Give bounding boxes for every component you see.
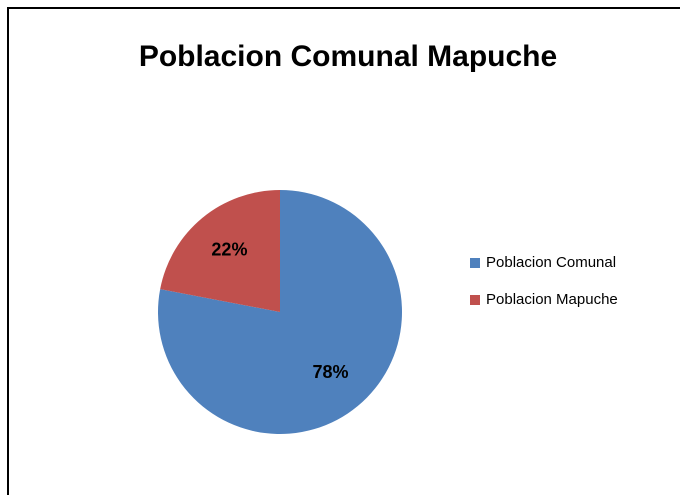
data-label: 22%	[211, 240, 247, 260]
pie-slice	[157, 190, 402, 434]
pie-slice	[160, 190, 280, 312]
legend-swatch	[470, 258, 480, 268]
legend-swatch	[470, 295, 480, 305]
legend-label: Poblacion Mapuche	[486, 291, 618, 308]
chart-title: Poblacion Comunal Mapuche	[139, 40, 557, 73]
legend-label: Poblacion Comunal	[486, 254, 616, 271]
data-label: 78%	[313, 362, 349, 382]
